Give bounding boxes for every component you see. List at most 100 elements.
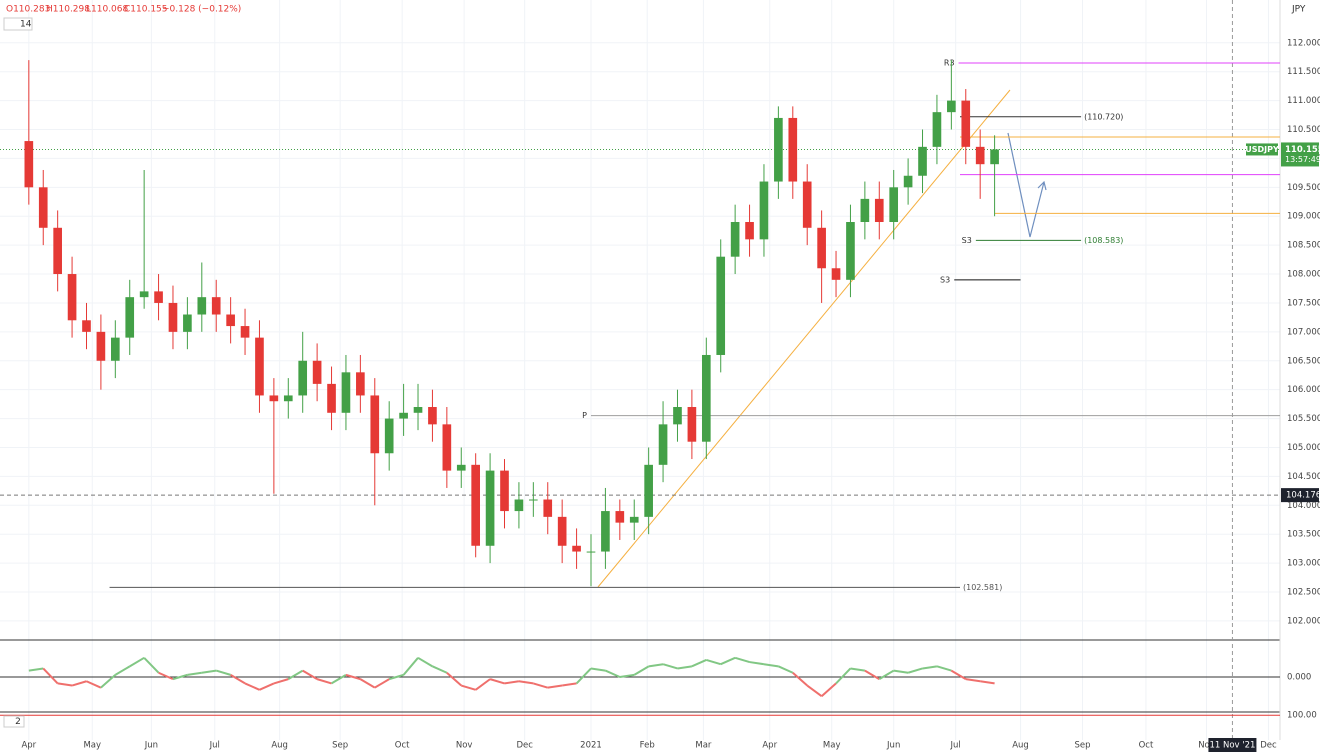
oscillator-segment [359, 678, 376, 689]
y-tick-label: 105.000 [1287, 443, 1320, 453]
candle-body [543, 499, 553, 517]
level-tag: S3 [962, 236, 972, 245]
candle-body [500, 470, 509, 512]
oscillator-segment [575, 667, 592, 685]
candle-body [240, 326, 250, 338]
y-tick-label: 107.000 [1287, 327, 1320, 337]
y-tick-label: 103.000 [1287, 559, 1320, 569]
oscillator-segment [302, 669, 318, 680]
price-tag [1281, 142, 1319, 167]
oscillator-segment [922, 665, 938, 670]
candle-body [197, 297, 207, 315]
x-tick-label: Aug [1012, 741, 1029, 751]
candle-body [384, 418, 394, 454]
candle-body [846, 222, 855, 280]
x-tick-label: Sep [1075, 741, 1091, 751]
oscillator-segment [71, 680, 87, 687]
candle-body [961, 100, 971, 147]
y-tick-label: 106.500 [1287, 356, 1320, 366]
arrow-head [1037, 180, 1047, 191]
header-open: O110.283 [6, 5, 50, 15]
candle-body [341, 372, 351, 413]
candle-body [82, 320, 91, 332]
level-tag: S3 [940, 275, 950, 284]
candle-body [529, 499, 538, 501]
candle-body [183, 314, 192, 332]
projection-arrow [1007, 132, 1045, 238]
oscillator-segment [417, 656, 433, 668]
candle-body [255, 337, 264, 396]
candle-body [471, 464, 480, 546]
oscillator-segment [763, 663, 779, 668]
level-tag: P [582, 411, 587, 420]
candle-body [774, 117, 783, 182]
oscillator-segment [287, 669, 304, 680]
candle-body [788, 117, 798, 182]
candle-body [67, 274, 77, 321]
oscillator-segment [215, 669, 231, 676]
y-tick-label: 104.500 [1287, 472, 1320, 482]
oscillator-segment [893, 669, 909, 674]
candle-body [327, 383, 336, 413]
crosshair-y-tag [1281, 488, 1319, 503]
candle-body [673, 407, 682, 425]
oscillator-segment [604, 669, 621, 678]
candle-body [701, 354, 711, 442]
oscillator-segment [662, 663, 678, 670]
candle-body [456, 464, 466, 471]
x-tick-label: May [83, 741, 101, 751]
y-tick-label: 104.000 [1287, 501, 1320, 511]
candle-body [226, 314, 235, 327]
candle-body [514, 499, 524, 512]
oscillator-segment [489, 678, 505, 685]
x-tick-label: Oct [395, 741, 410, 751]
header-close: C110.155 [124, 5, 168, 15]
oscillator-segment [619, 673, 635, 678]
y-tick-label: 106.000 [1287, 385, 1320, 395]
y-tick-label: 112.000 [1287, 38, 1320, 48]
candle-body [860, 198, 870, 223]
y-tick-label: 103.500 [1287, 530, 1320, 540]
currency[interactable]: JPY [1291, 5, 1306, 15]
candle-body [802, 181, 812, 228]
x-tick-label: Apr [21, 741, 36, 751]
candle-body [442, 424, 452, 471]
y-tick-label: 108.000 [1287, 270, 1320, 280]
y-tick-label: 107.500 [1287, 298, 1320, 308]
header-high: H110.298 [46, 5, 90, 15]
stoch-tick-label: 100.00 [1287, 711, 1317, 721]
candle-body [413, 407, 423, 413]
candle-body [269, 395, 279, 402]
oscillator-segment [273, 678, 289, 685]
candle-body [975, 146, 985, 165]
candle-body [831, 268, 841, 280]
oscillator-segment [533, 682, 549, 689]
oscillator-segment [475, 678, 491, 691]
candle-body [918, 146, 927, 176]
candle-body [96, 331, 106, 361]
x-tick-label: May [823, 741, 841, 751]
level-label: (102.581) [963, 583, 1002, 592]
candle-body [399, 412, 408, 419]
oscillator-segment [129, 656, 145, 668]
oscillator-segment [792, 671, 808, 687]
crosshair-x-label: 11 Nov '21 [1209, 741, 1255, 751]
candle-body [572, 545, 581, 552]
candle-body [687, 407, 697, 442]
oscillator-segment [850, 667, 866, 672]
oscillator-segment [432, 665, 448, 674]
oscillator-segment [345, 673, 361, 681]
period-badge[interactable] [3, 17, 33, 31]
oscillator-segment [259, 682, 275, 691]
y-tick-label: 102.500 [1287, 588, 1320, 598]
y-tick-label: 111.000 [1287, 96, 1320, 106]
candle-body [139, 291, 149, 298]
oscillator-segment [547, 684, 563, 689]
oscillator-segment [201, 669, 217, 674]
candle-body [644, 464, 653, 517]
candle-body [716, 256, 726, 355]
candle-body [53, 227, 62, 275]
candle-body [312, 360, 322, 384]
